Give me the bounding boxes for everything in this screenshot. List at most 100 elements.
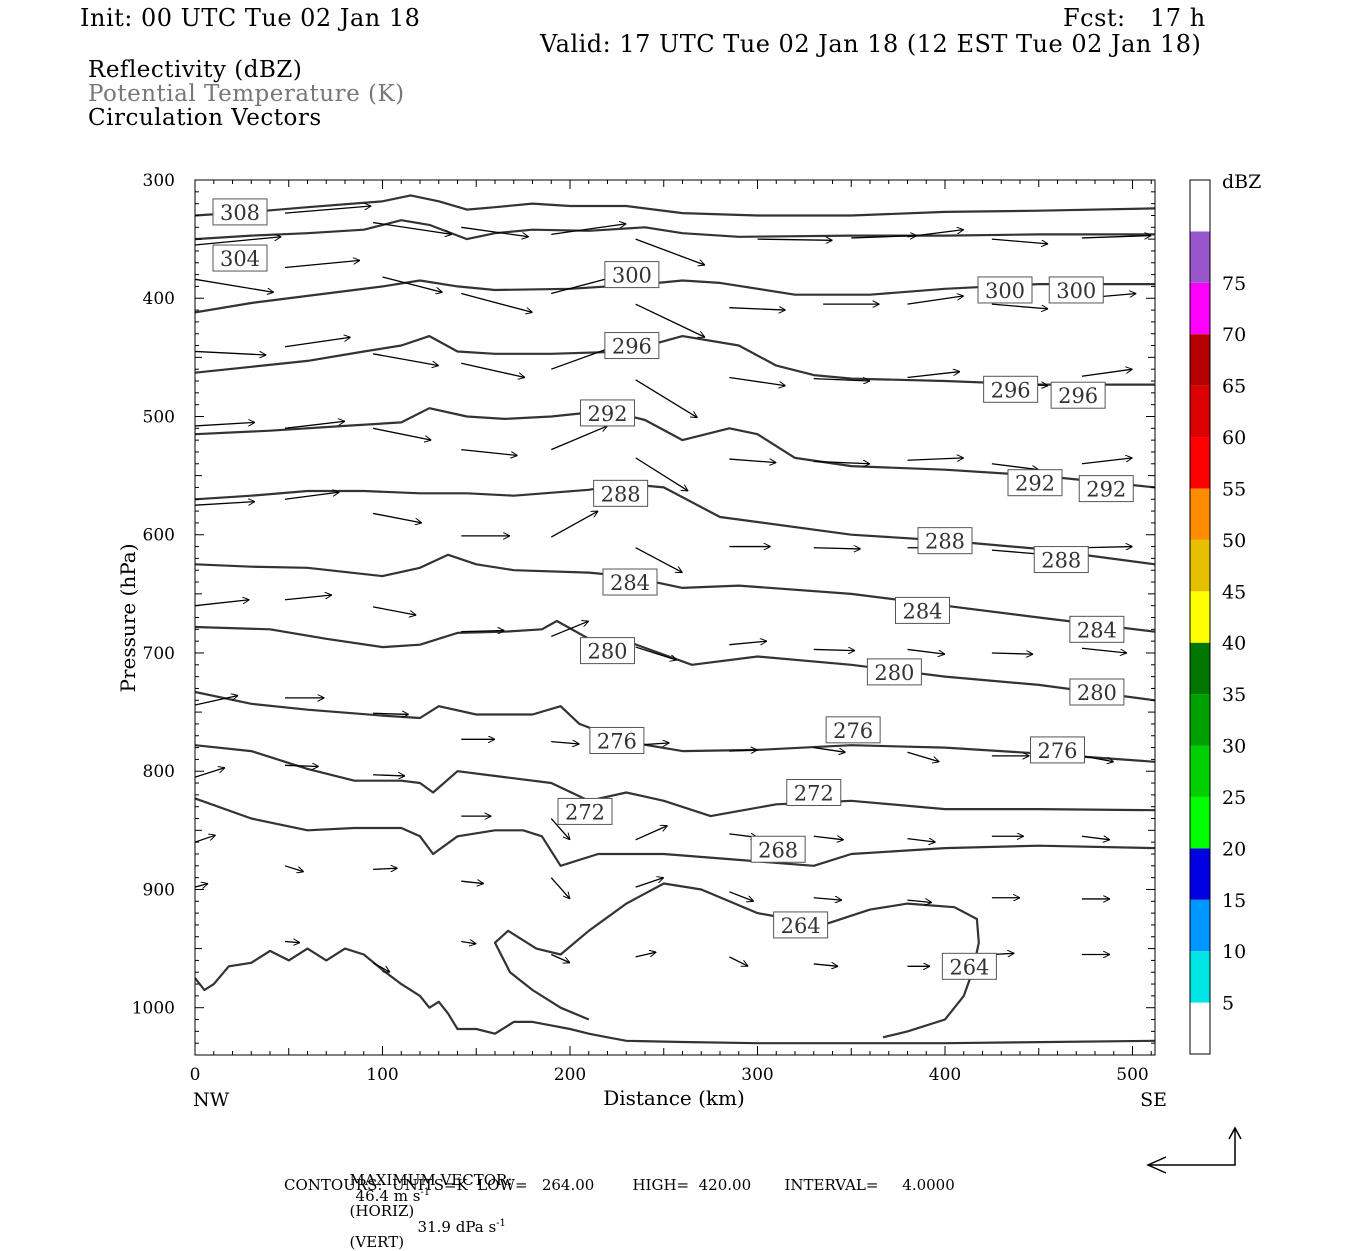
x-tick-label: 400 (929, 1065, 961, 1085)
x-end-label-nw: NW (193, 1089, 230, 1111)
contour-label-text: 304 (220, 247, 260, 271)
contour-label: 284 (895, 596, 950, 624)
contour-label-box (917, 527, 973, 555)
contour-label-box (1050, 381, 1106, 409)
contour-label-text: 276 (1037, 739, 1077, 763)
circulation-vector (729, 641, 767, 646)
contour-label-text: 292 (1086, 478, 1126, 502)
circulation-vector (851, 236, 917, 238)
circulation-vector (813, 836, 844, 840)
circulation-vector (373, 606, 416, 615)
circulation-vector (195, 884, 208, 888)
x-axis-label: Distance (km) (603, 1086, 745, 1110)
circulation-vector (729, 376, 785, 385)
y-tick-label: 300 (143, 171, 175, 191)
colorbar-cell (1190, 796, 1210, 849)
circulation-vector (991, 238, 1048, 244)
y-tick-label: 1000 (132, 999, 175, 1019)
circulation-vector (461, 941, 476, 943)
circulation-vector (1081, 369, 1133, 377)
max-vector-label: MAXIMUM VECTOR: (349, 1171, 513, 1189)
contour-label: 276 (825, 716, 881, 744)
contour-label-box (1078, 475, 1134, 503)
circulation-vector (195, 502, 255, 506)
circulation-vector (991, 303, 1048, 309)
contour-label-box (750, 835, 806, 863)
contour-label-text: 268 (758, 838, 798, 862)
circulation-vector (284, 337, 351, 348)
circulation-vector (635, 457, 689, 491)
circulation-vector (813, 746, 846, 753)
contour-label-box (593, 479, 649, 507)
contour-label-box (212, 244, 268, 272)
y-tick-label: 600 (143, 526, 175, 546)
circulation-vector (635, 952, 657, 958)
contour-label: 296 (983, 375, 1039, 403)
contour-label-box (866, 658, 922, 686)
vert-unit-exponent: -1 (496, 1218, 506, 1229)
circulation-vector (373, 775, 405, 776)
y-axis-label: Pressure (hPa) (116, 544, 140, 693)
contour-label-text: 288 (925, 530, 965, 554)
circulation-vector (907, 751, 940, 761)
colorbar-cell (1190, 334, 1210, 386)
circulation-vector (813, 379, 870, 381)
colorbar-cell (1190, 694, 1210, 746)
colorbar-cell (1190, 282, 1210, 335)
circulation-vector (550, 818, 570, 840)
colorbar-tick-label: 70 (1222, 324, 1246, 346)
colorbar-cell (1190, 231, 1210, 283)
contour-label-box (1030, 736, 1085, 764)
colorbar-tick-label: 20 (1222, 838, 1246, 860)
colorbar-tick-label: 15 (1222, 890, 1246, 912)
contour-label-text: 284 (1077, 618, 1117, 642)
colorbar-tick-label: 50 (1222, 530, 1246, 552)
horiz-unit-exponent: -1 (420, 1187, 431, 1198)
horizontal-tag: (HORIZ) (349, 1202, 415, 1220)
circulation-vector (729, 458, 776, 463)
contour-label: 280 (580, 637, 635, 665)
contour-label: 276 (1030, 736, 1085, 764)
y-tick-label: 400 (143, 289, 175, 309)
x-tick-label: 100 (366, 1065, 398, 1085)
x-tick-label: 300 (741, 1065, 773, 1085)
field-potential-temperature: Potential Temperature (K) (88, 81, 405, 107)
contour-label-box (557, 797, 613, 825)
contour-label-box (1069, 615, 1125, 643)
contour-label-box (604, 332, 660, 360)
circulation-vector (551, 621, 589, 638)
reference-vector-arrow (1146, 1126, 1242, 1174)
y-tick-label: 700 (143, 644, 175, 664)
colorbar-tick-label: 55 (1222, 478, 1246, 500)
contour-label-box (580, 637, 635, 665)
colorbar-cell (1190, 1002, 1210, 1054)
theta-contour-268 (195, 797, 1155, 867)
contour-label-text: 280 (587, 640, 627, 664)
contour-label-box (212, 198, 268, 226)
contour-label-text: 288 (601, 482, 641, 506)
theta-contour-284 (195, 553, 1155, 633)
circulation-vector (635, 646, 677, 660)
contour-label-text: 264 (949, 955, 989, 979)
circulation-vector (551, 224, 626, 236)
contour-label-text: 296 (991, 378, 1031, 402)
contour-label: 300 (604, 261, 660, 289)
valid-time: Valid: 17 UTC Tue 02 Jan 18 (12 EST Tue … (540, 30, 1202, 58)
colorbar-tick-label: 30 (1222, 736, 1246, 758)
contour-label: 308 (212, 198, 268, 226)
circulation-vector (284, 595, 332, 601)
colorbar-cell (1190, 539, 1210, 592)
circulation-vector (284, 421, 345, 429)
circulation-vector (729, 891, 753, 901)
circulation-vector (729, 750, 757, 751)
contour-label: 292 (1007, 469, 1063, 497)
contour-label: 272 (557, 797, 613, 825)
init-time: Init: 00 UTC Tue 02 Jan 18 (80, 4, 421, 32)
colorbar-tick-label: 35 (1222, 684, 1246, 706)
circulation-vector (1081, 547, 1133, 548)
y-tick-label: 900 (143, 880, 175, 900)
circulation-vector (550, 426, 607, 451)
circulation-vector (1081, 647, 1127, 653)
circulation-vector (907, 900, 932, 902)
contour-label-text: 284 (902, 599, 942, 623)
